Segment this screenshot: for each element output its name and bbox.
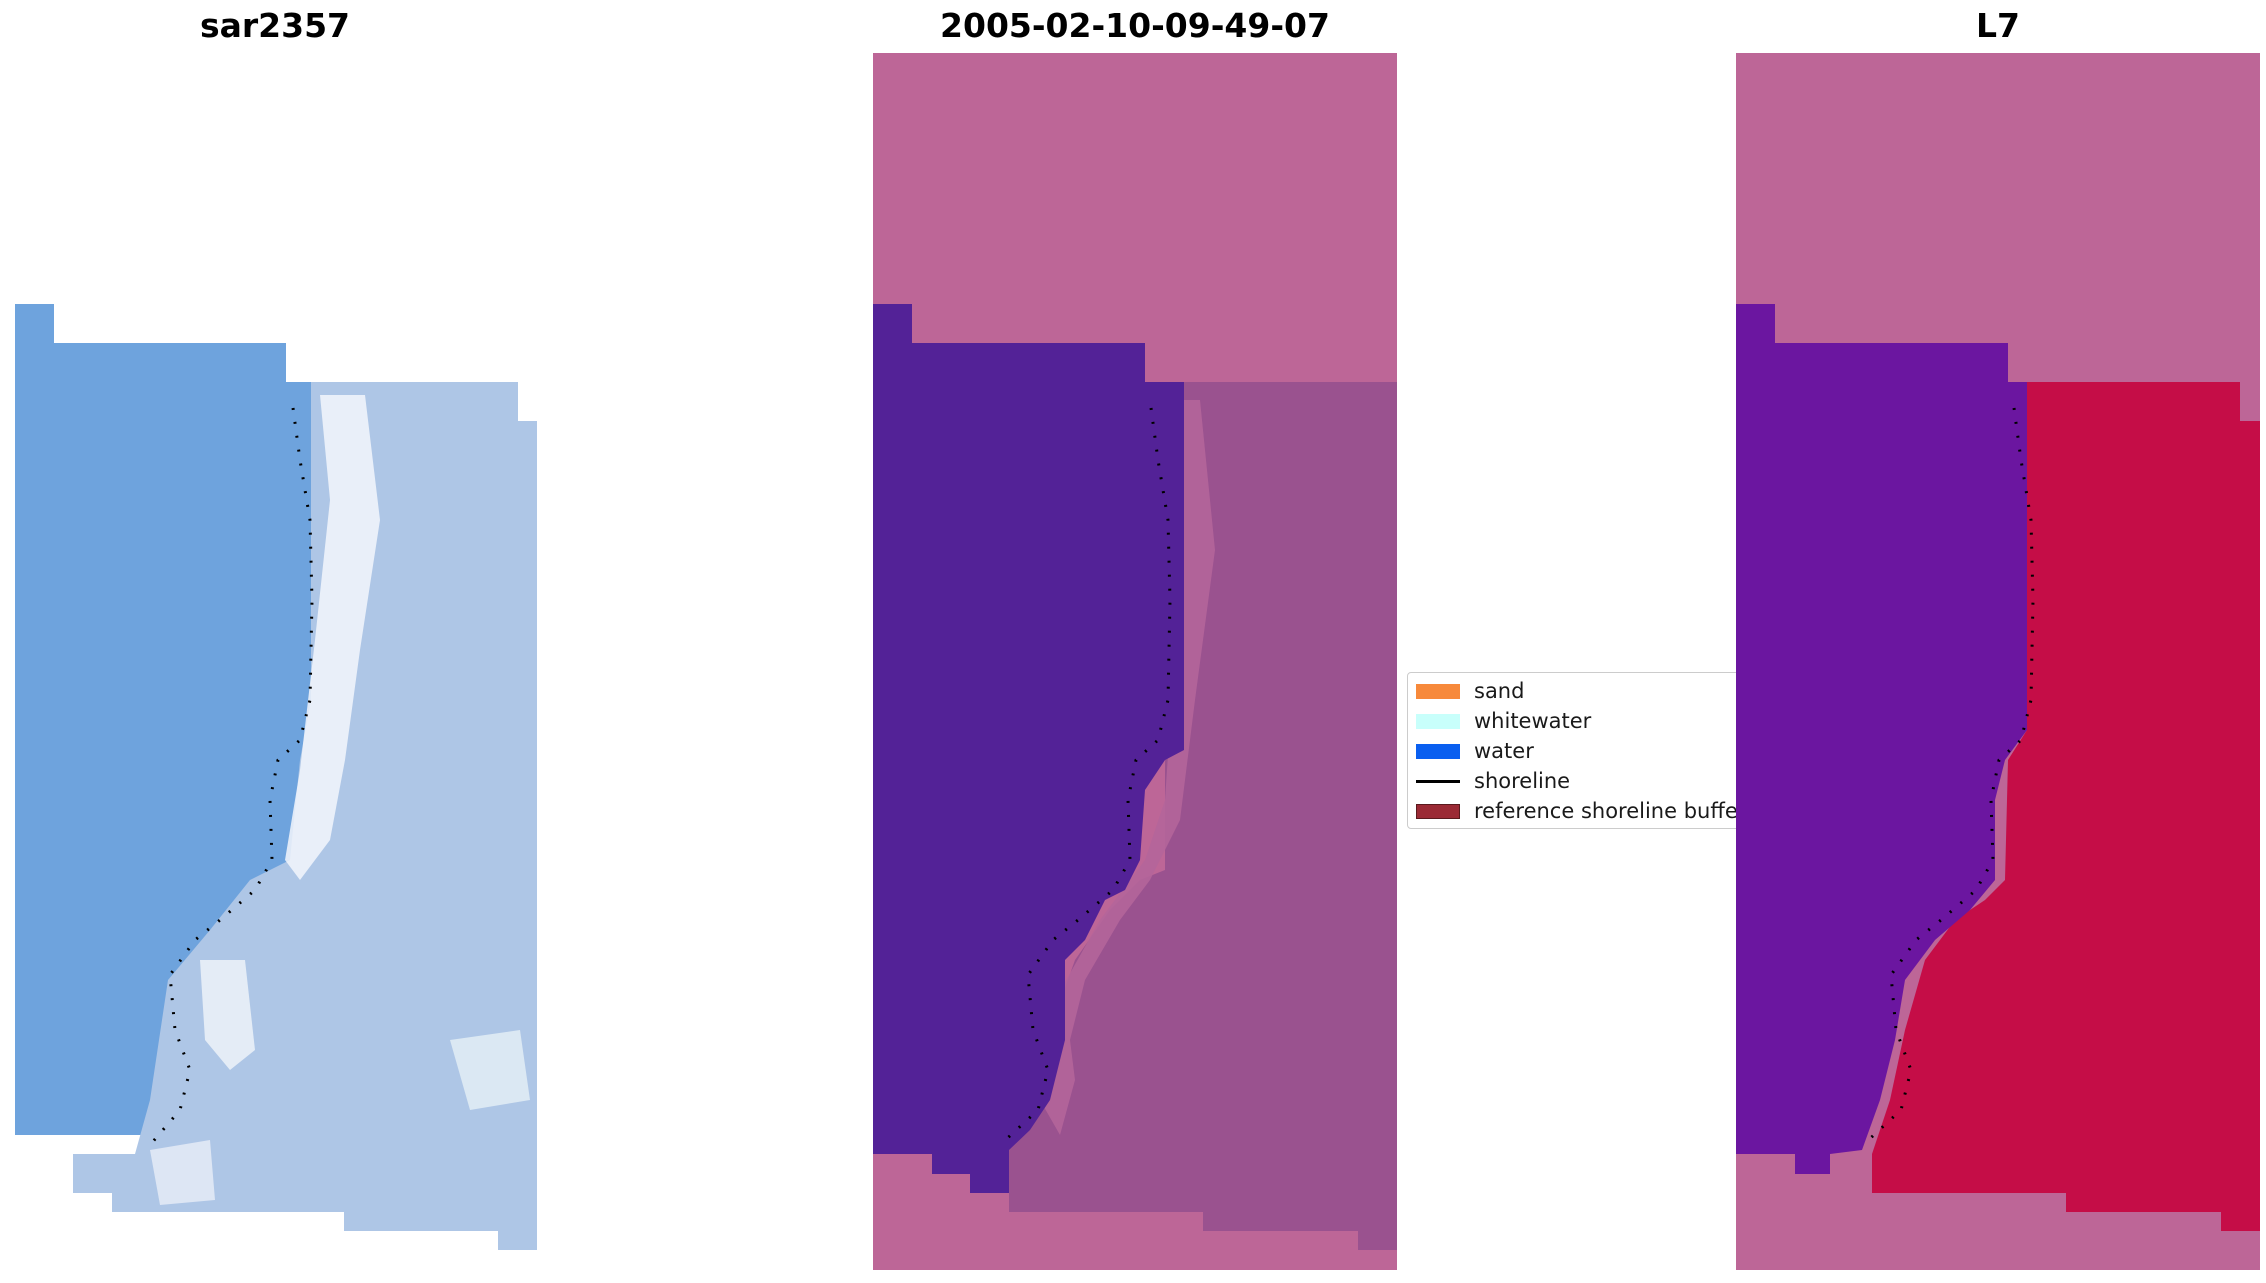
- legend-box: sand whitewater water shoreline referenc…: [1407, 672, 1736, 829]
- legend-item-sand: sand: [1416, 679, 1524, 703]
- sand-swatch: [1416, 683, 1460, 699]
- panel-title-rgb: sar2357: [199, 6, 351, 45]
- index-image-panel: [1736, 53, 2260, 1270]
- whitewater-swatch: [1416, 713, 1460, 729]
- legend-label-sand: sand: [1474, 679, 1525, 703]
- rgb-whitewater-streak: [285, 395, 380, 880]
- rgb-whitewater-patch-2: [450, 1030, 530, 1110]
- legend-label-water: water: [1474, 739, 1534, 763]
- legend: sand whitewater water shoreline referenc…: [1407, 672, 1736, 829]
- reference-buffer-swatch: [1416, 803, 1460, 819]
- rgb-image-panel: [15, 304, 537, 1250]
- legend-item-water: water: [1416, 739, 1534, 763]
- water-swatch: [1416, 743, 1460, 759]
- classified-sand-band: [1040, 400, 1215, 1135]
- legend-label-reference-buffer: reference shoreline buffer: [1474, 799, 1736, 823]
- index-land-region: [1872, 382, 2260, 1231]
- classified-image-panel: [873, 53, 1397, 1270]
- legend-item-shoreline: shoreline: [1416, 769, 1570, 793]
- legend-item-whitewater: whitewater: [1416, 709, 1591, 733]
- shoreline-line-swatch: [1416, 779, 1460, 783]
- rgb-whitewater-patch: [200, 960, 255, 1070]
- legend-label-shoreline: shoreline: [1474, 769, 1571, 793]
- classified-land-region: [1009, 382, 1397, 1250]
- classified-water-region: [873, 304, 1184, 1193]
- legend-label-whitewater: whitewater: [1474, 709, 1592, 733]
- panel-title-index: L7: [1976, 6, 2020, 45]
- panel-title-classified: 2005-02-10-09-49-07: [940, 6, 1330, 45]
- index-water-region: [1736, 304, 2027, 1174]
- legend-item-reference-buffer: reference shoreline buffer: [1416, 799, 1736, 823]
- rgb-whitewater-patch-3: [150, 1140, 215, 1205]
